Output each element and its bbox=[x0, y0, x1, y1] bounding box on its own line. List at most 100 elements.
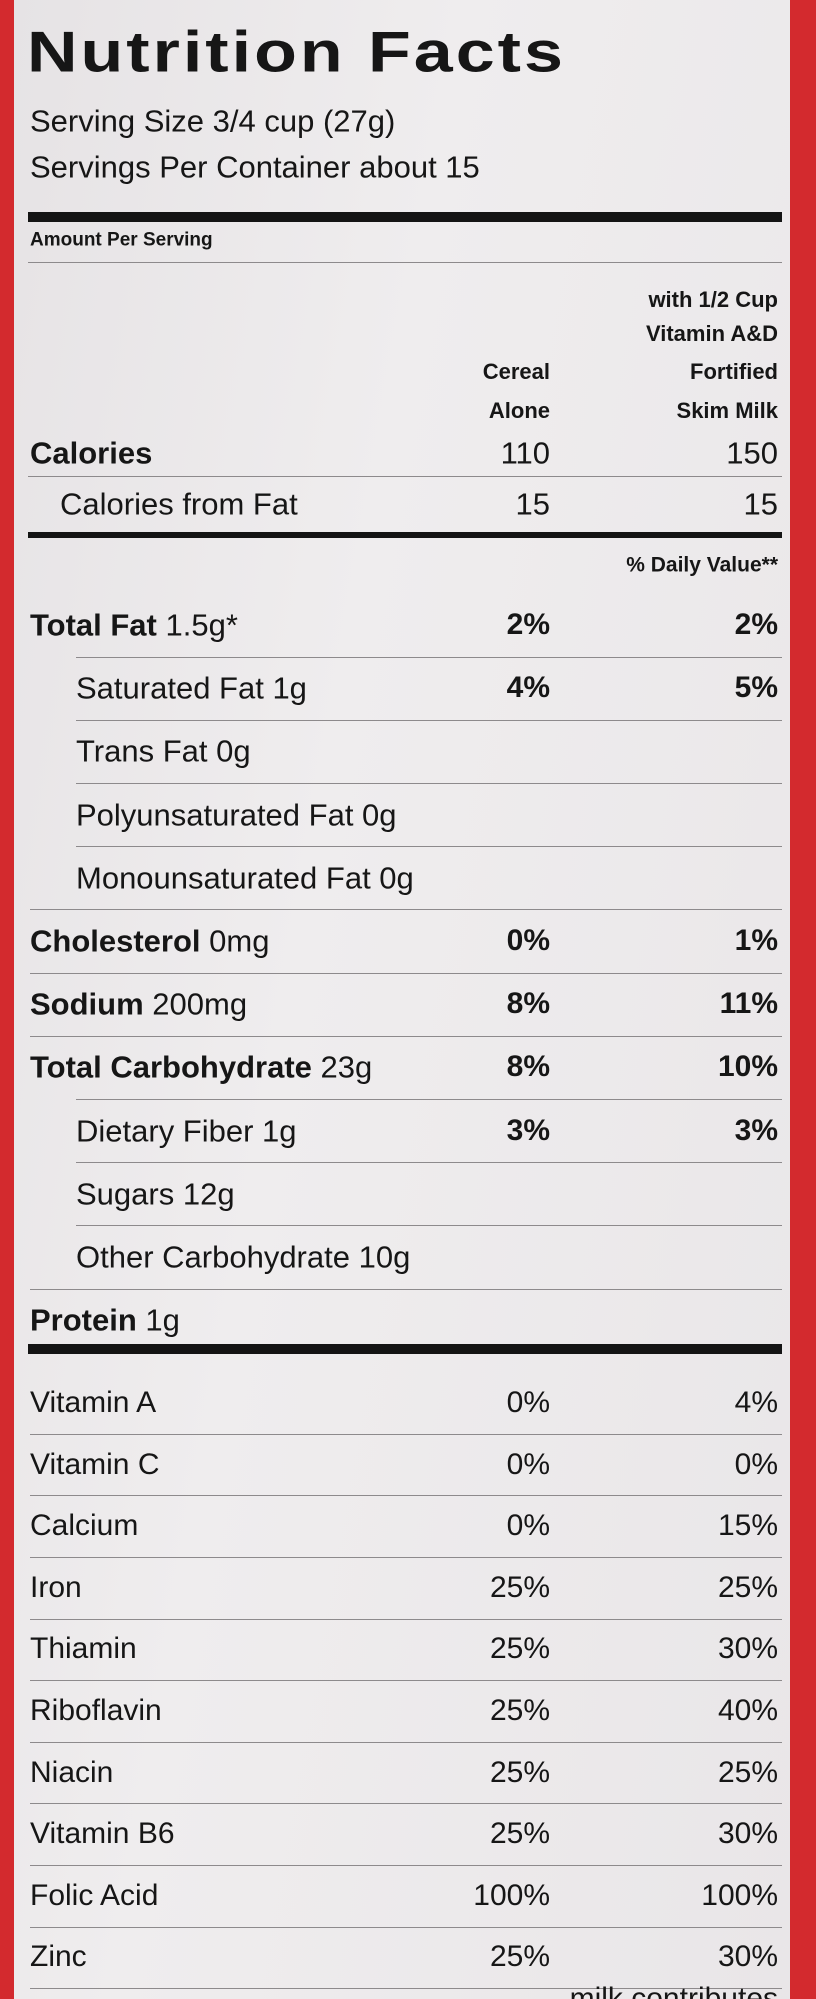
row-rule bbox=[30, 972, 782, 974]
milk-daily-value: 2% bbox=[734, 608, 778, 641]
nutrient-name: Total Carbohydrate 23g bbox=[30, 1052, 372, 1083]
row-rule bbox=[30, 1618, 782, 1620]
row-rule bbox=[30, 1680, 782, 1682]
row-rule bbox=[76, 1162, 782, 1164]
nutrient-label: Trans Fat 0g bbox=[76, 733, 251, 769]
daily-value-header: % Daily Value** bbox=[626, 553, 778, 577]
nutrient-label: Other Carbohydrate 10g bbox=[76, 1239, 411, 1275]
milk-daily-value: 30% bbox=[717, 1940, 778, 1974]
milk-column-header: Vitamin A&D bbox=[645, 321, 778, 346]
milk-daily-value: 0% bbox=[734, 1447, 778, 1481]
cereal-column-header: Alone bbox=[488, 398, 550, 423]
milk-daily-value: 40% bbox=[717, 1694, 778, 1727]
nutrient-label: Sugars 12g bbox=[76, 1176, 235, 1212]
row-rule bbox=[76, 1225, 782, 1227]
nutrient-amount: 23g bbox=[320, 1049, 373, 1085]
row-rule bbox=[76, 719, 782, 721]
nutrient-amount: 0mg bbox=[209, 923, 270, 959]
rule bbox=[28, 476, 782, 477]
rule bbox=[28, 262, 782, 263]
milk-daily-value: 25% bbox=[717, 1570, 778, 1604]
vitamin-name: Thiamin bbox=[30, 1632, 137, 1666]
medium-rule bbox=[28, 532, 782, 538]
cereal-daily-value: 8% bbox=[506, 987, 550, 1021]
cereal-daily-value: 8% bbox=[506, 1050, 550, 1084]
cereal-value: 15 bbox=[515, 486, 550, 522]
nutrient-name: Cholesterol 0mg bbox=[30, 926, 269, 957]
cereal-daily-value: 4% bbox=[506, 671, 550, 705]
milk-value: 150 bbox=[726, 435, 778, 471]
nutrient-name: Trans Fat 0g bbox=[76, 736, 251, 767]
cereal-daily-value: 25% bbox=[489, 1570, 550, 1604]
row-rule bbox=[30, 1557, 782, 1558]
nutrient-amount: 1.5g* bbox=[165, 607, 238, 643]
nutrient-name: Other Carbohydrate 10g bbox=[76, 1242, 410, 1273]
row-rule bbox=[30, 1741, 782, 1743]
nutrition-label: Nutrition Facts Serving Size 3/4 cup (27… bbox=[14, 0, 790, 1999]
milk-daily-value: 3% bbox=[734, 1113, 778, 1147]
cereal-daily-value: 0% bbox=[506, 1509, 550, 1543]
nutrient-amount: 1g bbox=[145, 1302, 180, 1338]
vitamin-name: Folic Acid bbox=[30, 1878, 159, 1912]
nutrient-label: Protein bbox=[30, 1302, 137, 1338]
cereal-daily-value: 25% bbox=[489, 1755, 550, 1789]
milk-daily-value: 4% bbox=[734, 1386, 778, 1419]
row-rule bbox=[30, 1495, 782, 1497]
cereal-daily-value: 3% bbox=[506, 1113, 550, 1147]
nutrient-label: Dietary Fiber 1g bbox=[76, 1113, 297, 1149]
vitamin-name: Vitamin B6 bbox=[30, 1817, 175, 1851]
milk-daily-value: 15% bbox=[717, 1509, 778, 1543]
milk-column-header: Skim Milk bbox=[676, 398, 778, 423]
vitamin-name: Niacin bbox=[30, 1755, 114, 1789]
amount-per-serving: Amount Per Serving bbox=[30, 229, 213, 251]
row-rule bbox=[30, 1433, 782, 1435]
cereal-daily-value: 2% bbox=[506, 608, 550, 641]
cereal-daily-value: 100% bbox=[473, 1878, 550, 1912]
nutrient-name: Sodium 200mg bbox=[30, 989, 247, 1020]
row-rule bbox=[30, 1988, 782, 1990]
vitamin-name: Vitamin C bbox=[30, 1447, 160, 1481]
row-rule bbox=[30, 909, 782, 911]
serving-size: Serving Size 3/4 cup (27g) bbox=[30, 103, 396, 139]
nutrient-name: Total Fat 1.5g* bbox=[30, 610, 238, 641]
milk-daily-value: 30% bbox=[717, 1632, 778, 1666]
row-rule bbox=[30, 1865, 782, 1866]
milk-daily-value: 100% bbox=[701, 1878, 778, 1912]
nutrient-label: Polyunsaturated Fat 0g bbox=[76, 797, 397, 833]
milk-daily-value: 5% bbox=[734, 671, 778, 705]
footnote: milk contributes bbox=[569, 1982, 778, 1999]
vitamin-name: Iron bbox=[30, 1570, 82, 1604]
row-rule bbox=[30, 1035, 782, 1037]
nutrient-name: Sugars 12g bbox=[76, 1178, 235, 1209]
milk-value: 15 bbox=[743, 486, 778, 522]
vitamin-name: Calcium bbox=[30, 1509, 139, 1543]
nutrient-label: Cholesterol bbox=[30, 923, 201, 959]
servings-per-container: Servings Per Container about 15 bbox=[30, 149, 480, 185]
calories-label: Calories bbox=[30, 435, 153, 471]
title: Nutrition Facts bbox=[27, 20, 566, 84]
nutrient-name: Protein 1g bbox=[30, 1305, 180, 1336]
nutrient-label: Saturated Fat 1g bbox=[76, 670, 307, 706]
milk-column-header: with 1/2 Cup bbox=[648, 287, 778, 312]
row-rule bbox=[30, 1288, 782, 1290]
cereal-daily-value: 25% bbox=[489, 1817, 550, 1851]
thick-rule bbox=[28, 212, 782, 222]
nutrient-amount: 200mg bbox=[152, 986, 248, 1022]
row-rule bbox=[76, 656, 782, 658]
row-rule bbox=[76, 783, 782, 784]
milk-daily-value: 10% bbox=[717, 1050, 778, 1084]
row-rule bbox=[30, 1926, 782, 1928]
vitamin-name: Zinc bbox=[30, 1940, 87, 1974]
cereal-column-header: Cereal bbox=[482, 359, 550, 384]
vitamin-name: Riboflavin bbox=[30, 1694, 162, 1727]
cereal-daily-value: 0% bbox=[506, 1447, 550, 1481]
nutrient-label: Monounsaturated Fat 0g bbox=[76, 860, 414, 896]
nutrient-name: Saturated Fat 1g bbox=[76, 673, 307, 704]
milk-column-header: Fortified bbox=[690, 359, 778, 384]
cereal-daily-value: 25% bbox=[489, 1694, 550, 1727]
cereal-daily-value: 0% bbox=[506, 924, 550, 957]
milk-daily-value: 1% bbox=[734, 924, 778, 957]
calories-label: Calories from Fat bbox=[60, 486, 298, 522]
nutrient-label: Total Carbohydrate bbox=[30, 1049, 312, 1085]
